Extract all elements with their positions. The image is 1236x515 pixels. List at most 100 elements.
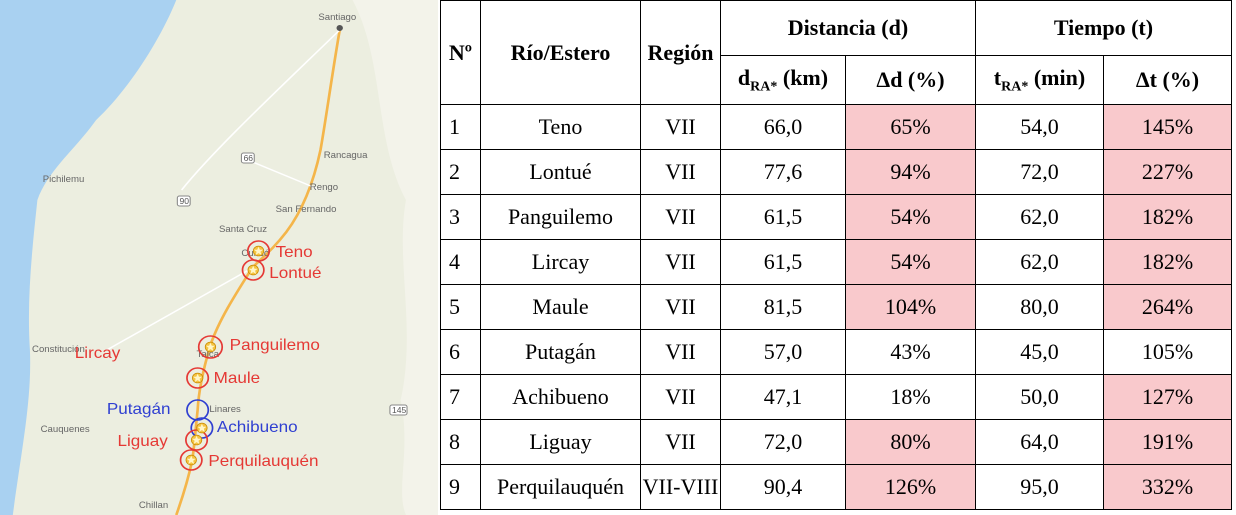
site-marker [191, 435, 201, 445]
road-label: 90 [179, 197, 189, 206]
table-cell: 47,1 [721, 375, 846, 420]
table-cell: VII [641, 240, 721, 285]
table-cell: 94% [846, 150, 976, 195]
site-label: Perquilauquén [208, 452, 318, 470]
place-label: Linares [209, 404, 241, 414]
place-label: Santiago [318, 12, 356, 22]
table-cell: 65% [846, 105, 976, 150]
table-cell: Liguay [481, 420, 641, 465]
header-cell: Nº [441, 1, 481, 105]
header-cell: tRA* (min) [976, 56, 1104, 105]
place-label: Chillan [139, 500, 168, 510]
place-label: Rancagua [324, 150, 369, 160]
table-cell: Perquilauquén [481, 465, 641, 510]
header-text: d [738, 65, 750, 90]
table-cell: Putagán [481, 330, 641, 375]
header-text: (km) [777, 65, 828, 90]
site-label: Panguilemo [230, 336, 320, 354]
data-table: Nº Río/Estero Región Distancia (d) Tiemp… [440, 0, 1232, 510]
site-marker [205, 342, 215, 352]
place-label: Santa Cruz [219, 224, 267, 234]
table-cell: VII [641, 285, 721, 330]
table-cell: 3 [441, 195, 481, 240]
table-cell: 62,0 [976, 195, 1104, 240]
site-marker [197, 423, 207, 433]
table-cell: 77,6 [721, 150, 846, 195]
table-cell: Maule [481, 285, 641, 330]
site-label: Putagán [107, 400, 171, 418]
table-cell: 54,0 [976, 105, 1104, 150]
table-cell: 332% [1104, 465, 1232, 510]
table-cell: Panguilemo [481, 195, 641, 240]
table-cell: 80,0 [976, 285, 1104, 330]
city-dot [337, 25, 343, 31]
table-row: 1TenoVII66,065%54,0145% [441, 105, 1232, 150]
table-cell: 57,0 [721, 330, 846, 375]
table-cell: 227% [1104, 150, 1232, 195]
header-sub: RA* [750, 79, 777, 94]
table-cell: 80% [846, 420, 976, 465]
map: Santiago Rancagua Pichilemu Rengo San Fe… [0, 0, 438, 515]
table-cell: 50,0 [976, 375, 1104, 420]
road-label: 145 [392, 406, 407, 415]
place-label: Rengo [310, 182, 338, 192]
table-cell: Achibueno [481, 375, 641, 420]
site-label: Achibueno [217, 418, 298, 436]
place-label: Cauquenes [41, 424, 90, 434]
table-cell: 104% [846, 285, 976, 330]
table-cell: VII [641, 105, 721, 150]
table-cell: 61,5 [721, 195, 846, 240]
table-cell: VII [641, 150, 721, 195]
site-marker [186, 455, 196, 465]
page: Santiago Rancagua Pichilemu Rengo San Fe… [0, 0, 1236, 515]
table-cell: 61,5 [721, 240, 846, 285]
table-cell: Teno [481, 105, 641, 150]
site-marker [248, 265, 258, 275]
table-cell: 54% [846, 240, 976, 285]
table-cell: 95,0 [976, 465, 1104, 510]
table-cell: 105% [1104, 330, 1232, 375]
place-label: Pichilemu [43, 174, 85, 184]
table-cell: 90,4 [721, 465, 846, 510]
table-row: 7AchibuenoVII47,118%50,0127% [441, 375, 1232, 420]
table-cell: 6 [441, 330, 481, 375]
table-cell: 54% [846, 195, 976, 240]
table-cell: 182% [1104, 195, 1232, 240]
table-cell: 127% [1104, 375, 1232, 420]
road-label: 66 [244, 154, 254, 163]
table-cell: VII [641, 330, 721, 375]
table-cell: 45,0 [976, 330, 1104, 375]
table-cell: 43% [846, 330, 976, 375]
table-cell: 18% [846, 375, 976, 420]
header-cell: Río/Estero [481, 1, 641, 105]
table-cell: 182% [1104, 240, 1232, 285]
header-cell: Tiempo (t) [976, 1, 1232, 56]
table-cell: 4 [441, 240, 481, 285]
header-cell: Δt (%) [1104, 56, 1232, 105]
table-cell: VII [641, 195, 721, 240]
header-cell: Distancia (d) [721, 1, 976, 56]
header-text: (min) [1028, 65, 1085, 90]
table-cell: VII-VIII [641, 465, 721, 510]
table-cell: 72,0 [721, 420, 846, 465]
table-cell: 9 [441, 465, 481, 510]
table-cell: 264% [1104, 285, 1232, 330]
header-sub: RA* [1001, 79, 1028, 94]
table-cell: 7 [441, 375, 481, 420]
site-label: Liguay [118, 432, 169, 450]
table-cell: 62,0 [976, 240, 1104, 285]
table-cell: VII [641, 420, 721, 465]
header-cell: Δd (%) [846, 56, 976, 105]
site-marker [192, 373, 202, 383]
site-label: Maule [214, 369, 261, 387]
table-cell: 66,0 [721, 105, 846, 150]
table-cell: 1 [441, 105, 481, 150]
table-cell: 5 [441, 285, 481, 330]
table-cell: 145% [1104, 105, 1232, 150]
site-label: Lontué [269, 264, 321, 282]
place-label: San Fernando [276, 204, 337, 214]
